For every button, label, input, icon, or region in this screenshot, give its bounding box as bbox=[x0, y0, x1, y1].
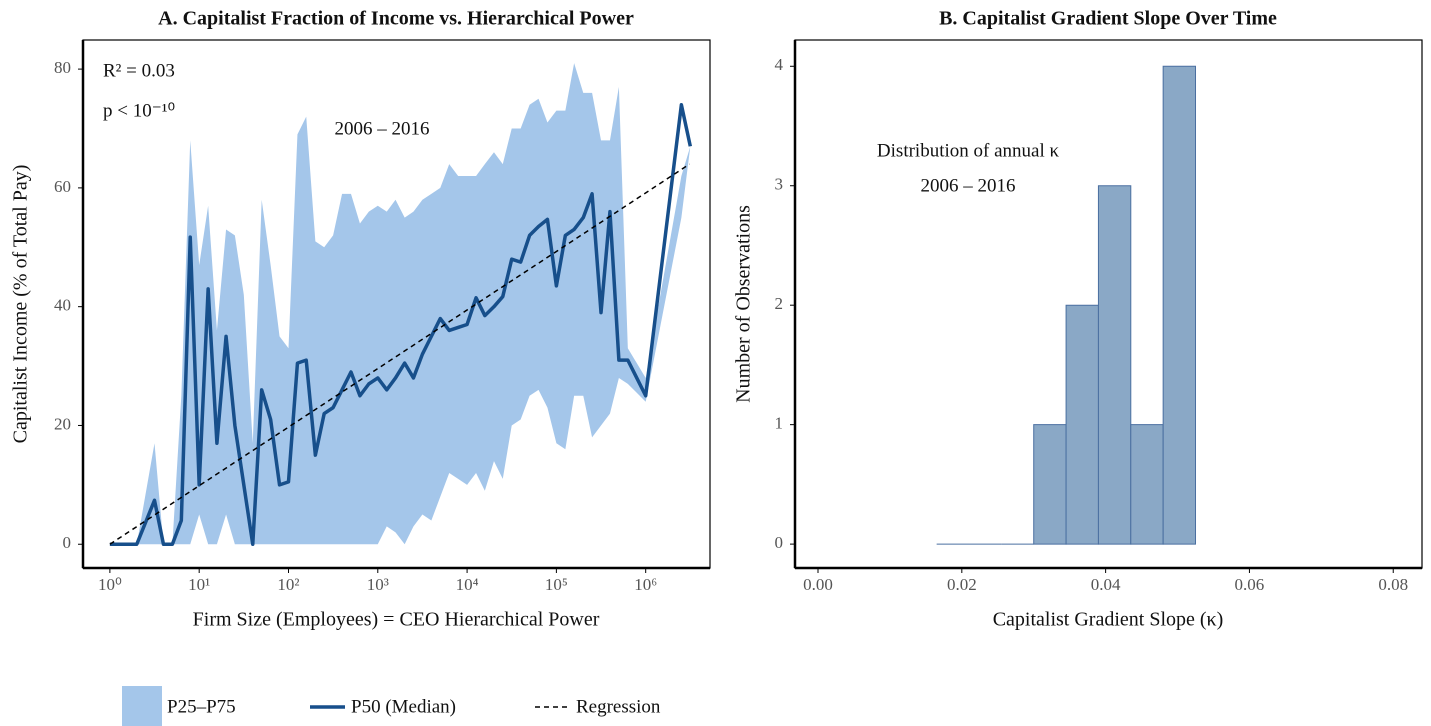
annotation: 2006 – 2016 bbox=[335, 118, 430, 139]
y-tick-label: 60 bbox=[54, 177, 71, 196]
y-tick-label: 2 bbox=[775, 294, 784, 313]
y-tick-label: 3 bbox=[775, 175, 784, 194]
y-tick-label: 0 bbox=[63, 533, 72, 552]
y-tick-label: 1 bbox=[775, 414, 784, 433]
band-area bbox=[109, 63, 691, 545]
x-tick-label: 0.08 bbox=[1378, 575, 1408, 594]
histogram-bar bbox=[1033, 424, 1067, 545]
annotation: R² = 0.03 bbox=[103, 60, 175, 81]
histogram-bar bbox=[1162, 65, 1196, 545]
annotation: 2006 – 2016 bbox=[921, 175, 1016, 196]
chart-title: A. Capitalist Fraction of Income vs. Hie… bbox=[158, 8, 634, 30]
x-tick-label: 10¹ bbox=[188, 575, 210, 594]
annotation: Distribution of annual κ bbox=[877, 140, 1060, 161]
x-tick-label: 0.06 bbox=[1235, 575, 1265, 594]
legend-label: P50 (Median) bbox=[351, 696, 456, 717]
y-axis-label: Capitalist Income (% of Total Pay) bbox=[10, 165, 32, 444]
regression-line bbox=[109, 163, 690, 545]
y-tick-label: 20 bbox=[54, 414, 71, 433]
y-tick-label: 0 bbox=[775, 533, 784, 552]
chart-title: B. Capitalist Gradient Slope Over Time bbox=[939, 8, 1277, 30]
x-axis-label: Firm Size (Employees) = CEO Hierarchical… bbox=[193, 609, 600, 631]
y-tick-label: 4 bbox=[775, 55, 784, 74]
histogram-bar bbox=[1130, 424, 1164, 545]
x-tick-label: 10³ bbox=[367, 575, 389, 594]
legend-swatch bbox=[122, 686, 162, 726]
x-tick-label: 10⁰ bbox=[98, 575, 122, 594]
y-tick-label: 40 bbox=[54, 296, 71, 315]
median-line bbox=[109, 102, 693, 546]
legend-label: Regression bbox=[576, 696, 661, 717]
x-tick-label: 10² bbox=[277, 575, 299, 594]
legend-label: P25–P75 bbox=[167, 696, 236, 717]
y-axis-label: Number of Observations bbox=[733, 205, 755, 403]
x-tick-label: 10⁶ bbox=[634, 575, 657, 594]
x-tick-label: 0.04 bbox=[1091, 575, 1121, 594]
x-tick-label: 10⁴ bbox=[456, 575, 479, 594]
x-tick-label: 0.00 bbox=[803, 575, 833, 594]
histogram-bar bbox=[1065, 304, 1099, 545]
x-tick-label: 10⁵ bbox=[545, 575, 568, 594]
y-tick-label: 80 bbox=[54, 58, 71, 77]
histogram-bar bbox=[1097, 185, 1132, 545]
x-axis-label: Capitalist Gradient Slope (κ) bbox=[993, 609, 1224, 631]
x-tick-label: 0.02 bbox=[947, 575, 977, 594]
annotation: p < 10⁻¹⁰ bbox=[103, 100, 175, 121]
